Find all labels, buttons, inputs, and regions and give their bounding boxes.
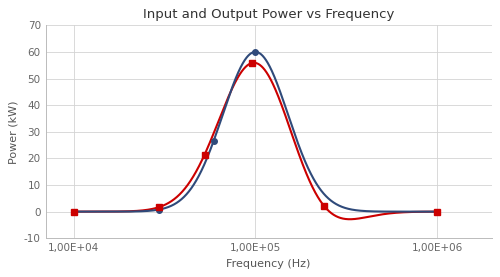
X-axis label: Frequency (Hz): Frequency (Hz) (226, 259, 311, 269)
Y-axis label: Power (kW): Power (kW) (8, 100, 18, 163)
Title: Input and Output Power vs Frequency: Input and Output Power vs Frequency (143, 8, 395, 21)
